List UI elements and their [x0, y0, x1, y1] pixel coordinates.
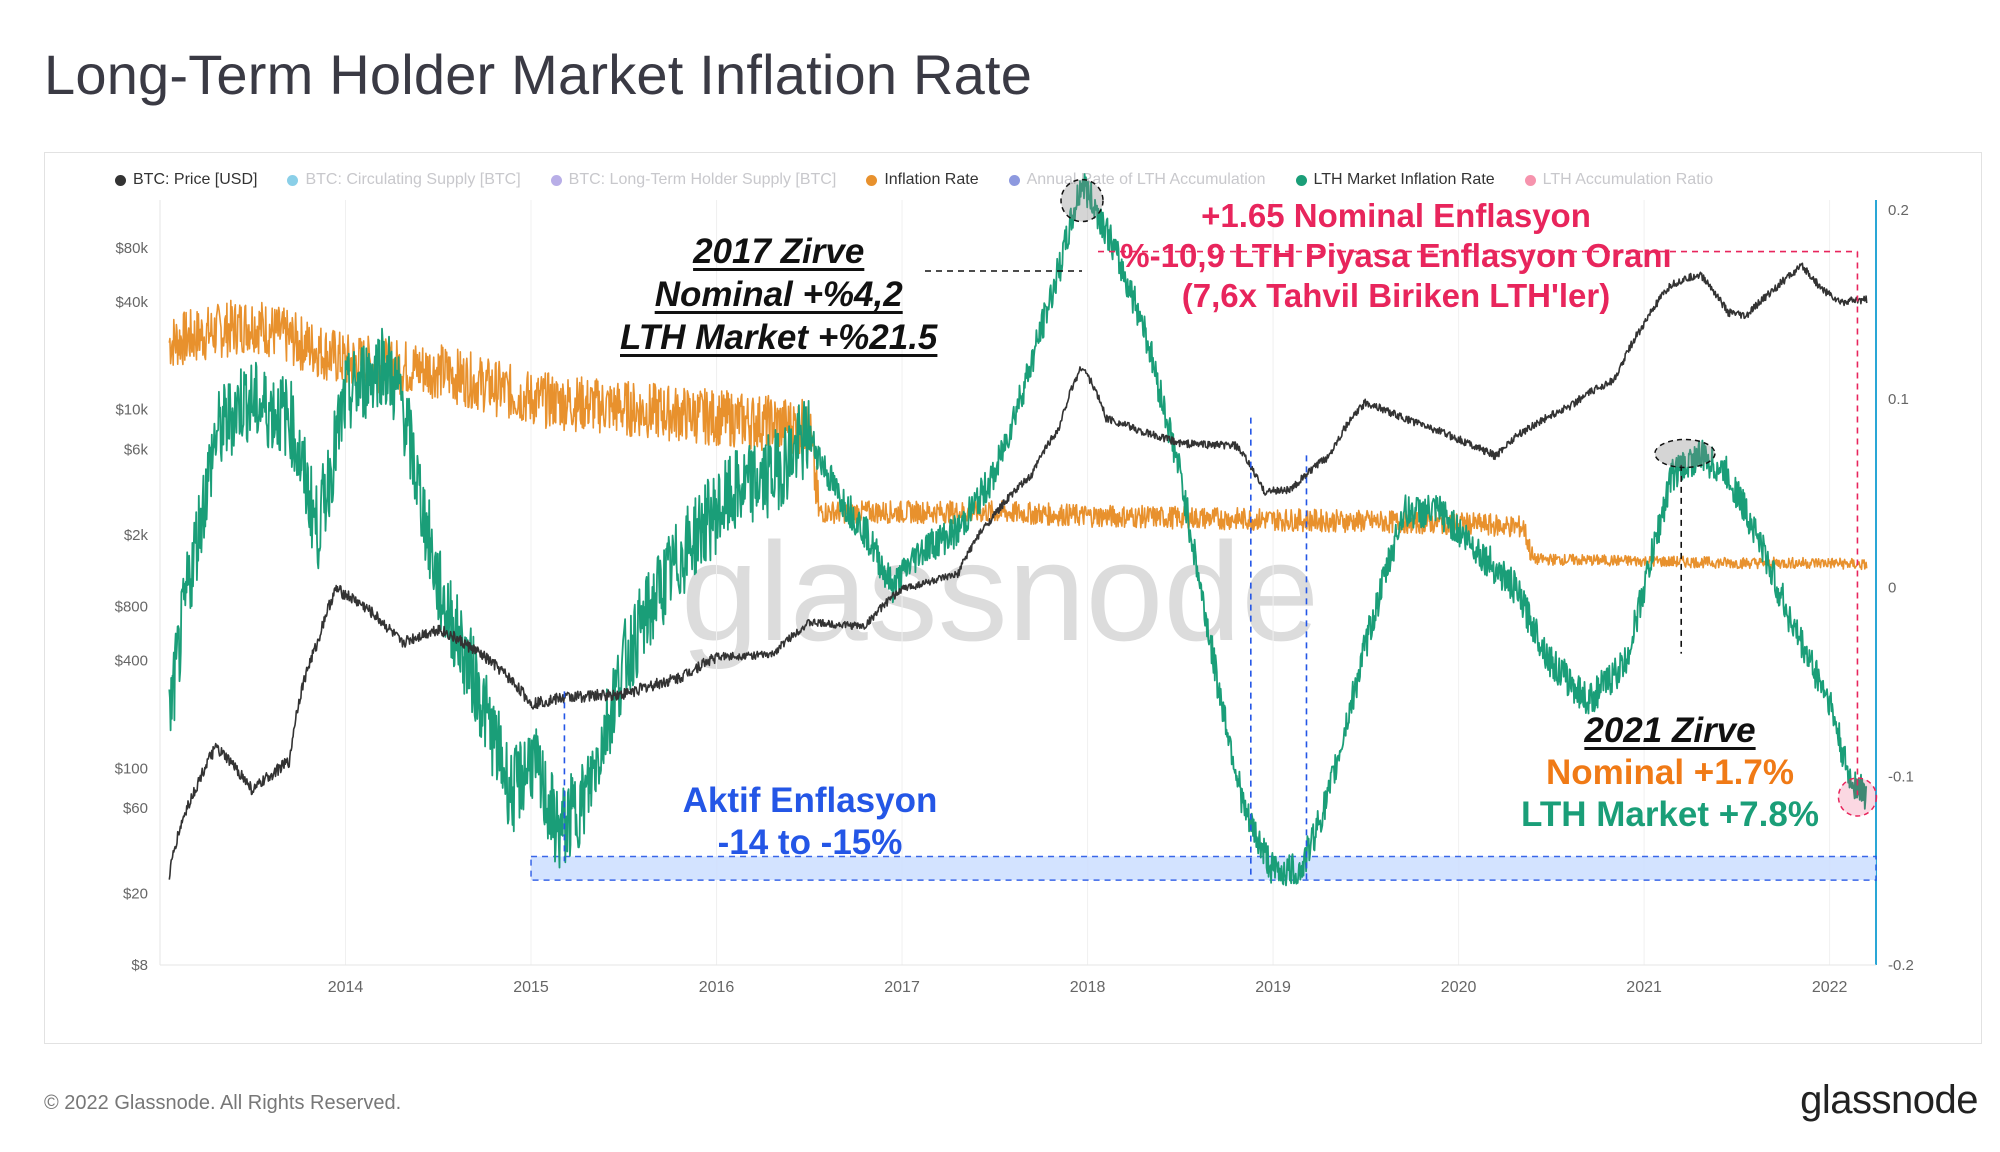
y-right-tick-label: 0.1: [1888, 391, 1909, 408]
annotation-2017-nominal: Nominal +%4,2: [654, 275, 903, 314]
legend-dot-icon: [550, 174, 562, 186]
chart-frame: [44, 152, 1982, 1044]
legend-label: BTC: Circulating Supply [BTC]: [305, 171, 521, 188]
legend-dot-icon: [1524, 174, 1536, 186]
peak-2017-marker: [1060, 178, 1104, 223]
legend-label: BTC: Long-Term Holder Supply [BTC]: [568, 171, 837, 188]
legend-dot-icon: [115, 174, 126, 186]
legend-label: BTC: Price [USD]: [133, 171, 258, 188]
y-left-tick-label: $20: [123, 886, 148, 903]
y-right-tick-label: -0.2: [1888, 957, 1914, 974]
legend-item-lth-accumulation-ratio[interactable]: LTH Accumulation Ratio: [1524, 168, 1714, 192]
x-tick-label: 2021: [1626, 979, 1662, 996]
y-left-tick-label: $100: [115, 760, 148, 777]
x-tick-label: 2022: [1812, 979, 1848, 996]
y-right-tick-label: 0: [1888, 580, 1896, 597]
legend-dot-icon: [866, 174, 878, 186]
x-tick-label: 2017: [884, 979, 920, 996]
x-tick-label: 2014: [328, 979, 364, 996]
x-tick-label: 2016: [699, 979, 735, 996]
y-left-tick-label: $400: [115, 652, 148, 669]
legend-item-inflation-rate[interactable]: Inflation Rate: [866, 168, 979, 192]
y-left-tick-label: $8: [131, 957, 148, 974]
y-left-tick-label: $40k: [115, 294, 148, 311]
annotation-current-lth: %-10,9 LTH Piyasa Enflasyon Oranı: [1120, 237, 1672, 274]
watermark-text: glassnode: [681, 513, 1319, 670]
legend-item-price[interactable]: BTC: Price [USD]: [115, 168, 257, 192]
annotation-active-range: -14 to -15%: [717, 823, 903, 862]
legend-item-lth-market-inflation[interactable]: LTH Market Inflation Rate: [1295, 168, 1495, 192]
series-line-lth-market-inflation: [168, 173, 1868, 887]
y-right-tick-label: -0.1: [1888, 768, 1914, 785]
annotation-active-title: Aktif Enflasyon: [682, 781, 938, 820]
annotation-2021-peak: 2021 Zirve Nominal +1.7% LTH Market +7.8…: [1500, 710, 1840, 836]
y-left-tick-label: $10k: [115, 402, 148, 419]
y-left-tick-label: $2k: [124, 527, 149, 544]
legend-item-lth-supply[interactable]: BTC: Long-Term Holder Supply [BTC]: [550, 168, 837, 192]
y-left-tick-label: $60: [123, 800, 148, 817]
annotation-current: +1.65 Nominal Enflasyon %-10,9 LTH Piyas…: [1096, 196, 1696, 316]
legend-label: LTH Market Inflation Rate: [1313, 171, 1495, 188]
active-inflation-band: [530, 855, 1877, 881]
current-value-marker: [1837, 777, 1878, 817]
footer-copyright: © 2022 Glassnode. All Rights Reserved.: [44, 1092, 402, 1114]
legend-dot-icon: [1008, 174, 1020, 186]
series-line-btc-price: [168, 262, 1868, 880]
annotation-2017-lth: LTH Market +%21.5: [620, 318, 938, 357]
x-tick-label: 2015: [513, 979, 549, 996]
annotation-2021-nominal: Nominal +1.7%: [1545, 753, 1794, 792]
y-right-tick-label: 0.2: [1888, 202, 1909, 219]
page-title: Long-Term Holder Market Inflation Rate: [44, 43, 1033, 106]
annotation-current-ratio: (7,6x Tahvil Biriken LTH'ler): [1181, 277, 1611, 314]
legend-dot-icon: [1295, 174, 1307, 186]
legend-label: LTH Accumulation Ratio: [1542, 171, 1714, 188]
x-tick-label: 2018: [1070, 979, 1106, 996]
y-left-tick-label: $80k: [115, 240, 148, 257]
legend-item-circulating-supply[interactable]: BTC: Circulating Supply [BTC]: [287, 168, 521, 192]
footer-brand-logo: glassnode: [1800, 1078, 1978, 1122]
legend-label: Inflation Rate: [884, 171, 979, 188]
annotation-2021-lth: LTH Market +7.8%: [1521, 795, 1819, 834]
legend-dot-icon: [287, 174, 299, 186]
annotation-current-nominal: +1.65 Nominal Enflasyon: [1201, 197, 1591, 234]
y-left-tick-label: $6k: [124, 442, 149, 459]
annotation-2021-title: 2021 Zirve: [1584, 711, 1756, 750]
annotation-active-inflation: Aktif Enflasyon -14 to -15%: [660, 780, 960, 864]
peak-2021-marker: [1654, 438, 1716, 469]
x-tick-label: 2019: [1255, 979, 1291, 996]
x-tick-label: 2020: [1441, 979, 1477, 996]
annotation-2017-peak: 2017 Zirve Nominal +%4,2 LTH Market +%21…: [620, 230, 937, 359]
series-line-inflation-rate: [168, 299, 1868, 571]
annotation-2017-title: 2017 Zirve: [693, 232, 865, 271]
y-left-tick-label: $800: [115, 598, 148, 615]
